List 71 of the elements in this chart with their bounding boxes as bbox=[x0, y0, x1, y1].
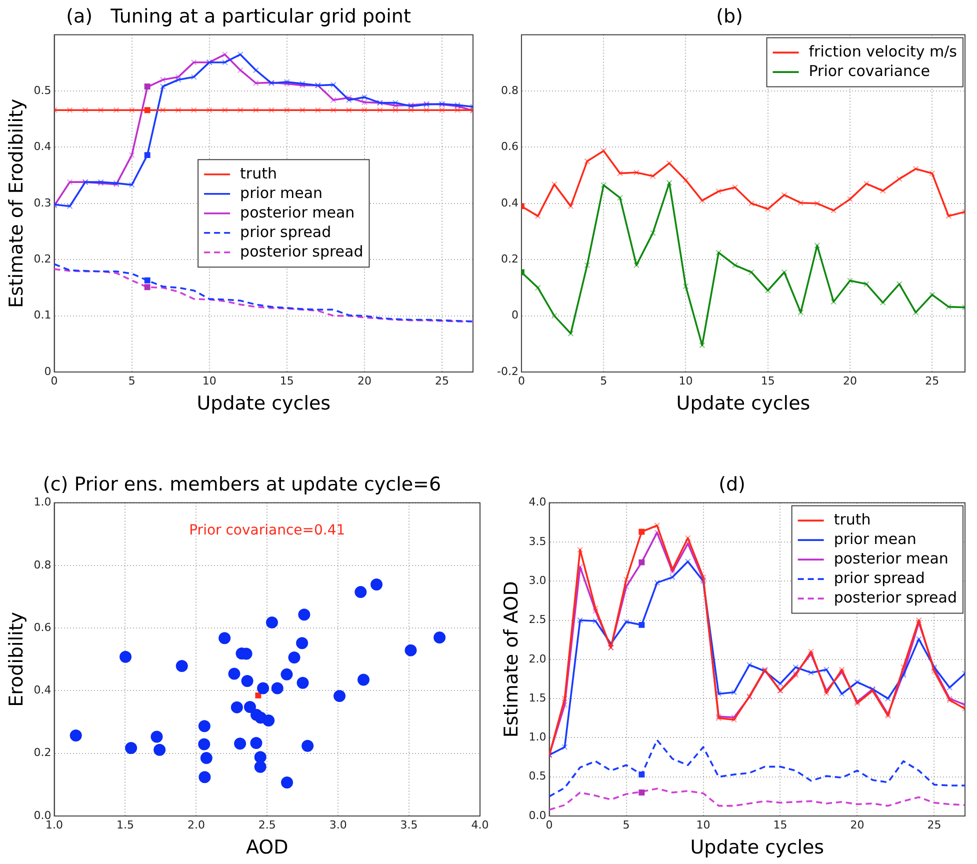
x-axis-title: Update cycles bbox=[676, 392, 810, 415]
legend-label: prior spread bbox=[240, 222, 332, 241]
chart-title: (c) Prior ens. members at update cycle=6 bbox=[42, 473, 442, 496]
legend-label: posterior mean bbox=[240, 203, 355, 222]
legend-label: prior spread bbox=[834, 568, 925, 587]
y-tick-label: 0.4 bbox=[34, 684, 52, 697]
y-tick-label: 0.2 bbox=[34, 746, 52, 760]
x-tick-label: 3.5 bbox=[400, 818, 418, 832]
y-tick-label: 3.5 bbox=[528, 534, 546, 548]
x-tick-label: 4.0 bbox=[471, 818, 489, 832]
y-axis-title: Estimate of Erodibility bbox=[5, 98, 28, 308]
x-tick-label: 15 bbox=[773, 818, 788, 832]
legend-label: prior mean bbox=[240, 184, 323, 202]
y-tick-label: 0.4 bbox=[500, 196, 518, 210]
y-tick-label: 1.5 bbox=[528, 691, 546, 704]
y-tick-label: 0.1 bbox=[34, 308, 52, 322]
y-tick-label: 0.2 bbox=[500, 252, 518, 266]
y-tick-label: 0.8 bbox=[500, 84, 518, 97]
y-tick-label: 0.0 bbox=[528, 808, 546, 822]
y-tick-label: 0.6 bbox=[500, 140, 518, 154]
y-tick-label: 0 bbox=[511, 308, 518, 322]
chart-title: (d) bbox=[718, 473, 746, 496]
x-axis-title: Update cycles bbox=[196, 392, 331, 415]
x-tick-label: 2.5 bbox=[258, 818, 276, 832]
x-tick-label: 10 bbox=[696, 818, 710, 832]
x-tick-label: 25 bbox=[925, 374, 940, 388]
y-tick-label: 0.6 bbox=[34, 620, 52, 634]
y-tick-label: 0.5 bbox=[528, 770, 546, 783]
y-tick-label: 0.5 bbox=[34, 84, 52, 97]
x-tick-label: 20 bbox=[843, 374, 858, 388]
x-tick-label: 25 bbox=[434, 374, 449, 388]
x-tick-label: 2.0 bbox=[187, 818, 205, 832]
legend-label: prior mean bbox=[834, 530, 916, 548]
x-tick-label: 5 bbox=[128, 374, 136, 388]
x-tick-label: 20 bbox=[850, 818, 864, 832]
y-tick-label: 0.8 bbox=[34, 558, 52, 572]
x-axis-title: AOD bbox=[246, 836, 288, 859]
x-tick-label: 3.0 bbox=[329, 818, 347, 832]
y-tick-label: 2.5 bbox=[528, 613, 546, 626]
legend-label: truth bbox=[834, 510, 871, 528]
legend-label: posterior spread bbox=[240, 242, 364, 260]
x-tick-label: 1.5 bbox=[116, 818, 134, 832]
legend-label: posterior spread bbox=[834, 588, 957, 606]
x-tick-label: 10 bbox=[202, 374, 216, 388]
legend-label: truth bbox=[240, 164, 278, 182]
y-tick-label: 0.2 bbox=[34, 252, 52, 266]
y-tick-label: 1.0 bbox=[34, 496, 52, 509]
annotation: Prior covariance=0.41 bbox=[189, 522, 346, 538]
y-axis-title: Erodibility bbox=[5, 612, 28, 707]
y-tick-label: 0.3 bbox=[34, 196, 52, 210]
y-tick-label: 4.0 bbox=[528, 496, 546, 509]
x-tick-label: 20 bbox=[357, 374, 372, 388]
x-axis-title: Update cycles bbox=[690, 836, 824, 859]
x-tick-label: 15 bbox=[760, 374, 775, 388]
chart-title: (a) Tuning at a particular grid point bbox=[66, 5, 411, 28]
y-tick-label: 0.4 bbox=[34, 140, 52, 154]
x-tick-label: 15 bbox=[280, 374, 294, 388]
y-tick-label: 2.0 bbox=[528, 652, 546, 666]
x-tick-label: 5 bbox=[600, 374, 608, 388]
y-tick-label: -0.2 bbox=[496, 364, 518, 378]
legend-label: Prior covariance bbox=[808, 62, 930, 80]
x-tick-label: 25 bbox=[927, 818, 942, 832]
y-tick-label: 3.0 bbox=[528, 574, 546, 587]
y-axis-title: Estimate of AOD bbox=[500, 581, 522, 738]
y-tick-label: 1.0 bbox=[528, 730, 546, 744]
chart-title: (b) bbox=[716, 5, 743, 28]
x-tick-label: 10 bbox=[678, 374, 693, 388]
x-tick-label: 5 bbox=[622, 818, 630, 832]
legend-label: posterior mean bbox=[834, 549, 948, 568]
legend-label: friction velocity m/s bbox=[808, 42, 958, 60]
y-tick-label: 0 bbox=[44, 364, 52, 378]
